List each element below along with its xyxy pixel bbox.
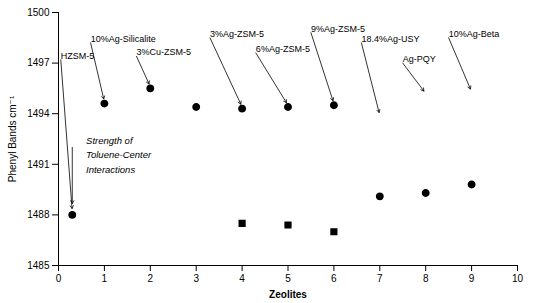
svg-text:4: 4 <box>239 273 245 284</box>
svg-text:3: 3 <box>193 273 199 284</box>
svg-text:1: 1 <box>102 273 108 284</box>
svg-text:1485: 1485 <box>27 260 50 271</box>
svg-text:6%Ag-ZSM-5: 6%Ag-ZSM-5 <box>256 44 310 54</box>
svg-text:10%Ag-Beta: 10%Ag-Beta <box>449 29 500 39</box>
svg-text:HZSM-5: HZSM-5 <box>61 51 95 61</box>
svg-text:3%Cu-ZSM-5: 3%Cu-ZSM-5 <box>137 47 192 57</box>
svg-text:Zeolites: Zeolites <box>269 289 307 300</box>
svg-text:9%Ag-ZSM-5: 9%Ag-ZSM-5 <box>311 24 365 34</box>
svg-text:9: 9 <box>469 273 475 284</box>
svg-text:8: 8 <box>423 273 429 284</box>
svg-text:Strength ofToluene-CenterInter: Strength ofToluene-CenterInteractions <box>86 135 152 175</box>
svg-text:Ag-PQY: Ag-PQY <box>403 54 436 64</box>
svg-text:5: 5 <box>285 273 291 284</box>
svg-text:6: 6 <box>331 273 337 284</box>
svg-text:3%Ag-ZSM-5: 3%Ag-ZSM-5 <box>210 29 264 39</box>
svg-text:1497: 1497 <box>27 57 50 68</box>
svg-text:1488: 1488 <box>27 209 50 220</box>
svg-text:10: 10 <box>512 273 524 284</box>
svg-text:0: 0 <box>56 273 62 284</box>
svg-text:1494: 1494 <box>27 108 50 119</box>
svg-text:18.4%Ag-USY: 18.4%Ag-USY <box>361 34 419 44</box>
svg-text:Phenyl Bands cm⁻¹: Phenyl Bands cm⁻¹ <box>7 95 18 182</box>
svg-text:1491: 1491 <box>27 159 50 170</box>
svg-text:7: 7 <box>377 273 383 284</box>
svg-text:10%Ag-Silicalite: 10%Ag-Silicalite <box>91 34 156 44</box>
svg-text:1500: 1500 <box>27 7 50 18</box>
svg-text:2: 2 <box>148 273 154 284</box>
